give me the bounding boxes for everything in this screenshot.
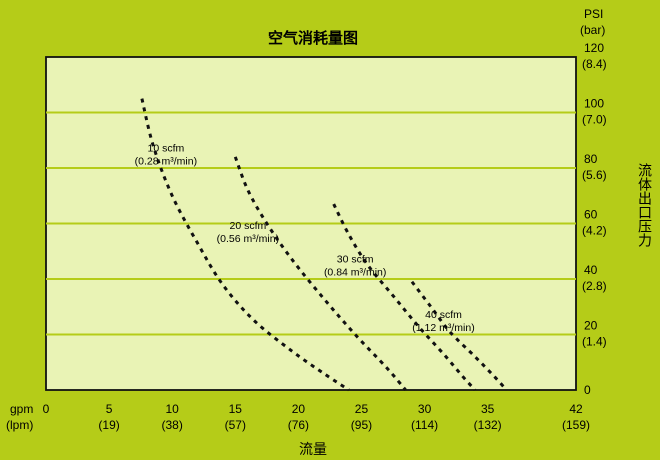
x-tick-label-secondary: (114) <box>411 418 438 432</box>
y-tick-label: 120 <box>584 41 604 55</box>
x-unit-secondary: (lpm) <box>6 418 33 432</box>
x-tick-label: 0 <box>43 402 50 416</box>
chart-title: 空气消耗量图 <box>268 29 358 47</box>
series-line <box>140 98 350 392</box>
y-tick-label: 60 <box>584 208 598 222</box>
series-line <box>233 156 407 391</box>
x-tick-label: 35 <box>481 402 495 416</box>
series-line <box>332 203 477 392</box>
x-tick-label: 15 <box>229 402 243 416</box>
x-axis-ticks: 0 5 (19) 10 (38) 15 (57) 20 (76) 25 (95) 30 (114) 35 (… <box>43 402 590 432</box>
y-unit-primary: PSI <box>584 7 603 21</box>
y-tick-label-secondary: (2.8) <box>582 279 607 293</box>
series-name-label-secondary: (0.28 m³/min) <box>135 155 197 167</box>
y-tick-label: 0 <box>584 383 591 397</box>
x-tick-label: 42 <box>569 402 583 416</box>
series-line <box>410 280 508 392</box>
series-name-label-secondary: (0.56 m³/min) <box>217 233 279 245</box>
y-tick-label-secondary: (4.2) <box>582 224 607 238</box>
x-tick-label-secondary: (57) <box>225 418 246 432</box>
x-unit-primary: gpm <box>10 402 33 416</box>
y-tick-label: 20 <box>584 319 598 333</box>
x-tick-label: 5 <box>106 402 113 416</box>
x-tick-label: 10 <box>166 402 180 416</box>
x-tick-label-secondary: (132) <box>474 418 502 432</box>
y-unit-secondary: (bar) <box>580 23 605 37</box>
series-name-label: 40 scfm <box>425 309 462 321</box>
series-name-label: 10 scfm <box>147 142 184 154</box>
y-tick-label-secondary: (7.0) <box>582 113 607 127</box>
x-tick-label: 30 <box>418 402 432 416</box>
x-axis-title: 流量 <box>299 441 327 457</box>
y-axis-ticks: 0 20 (1.4) 40 (2.8) 60 (4.2) 80 (5.6) 100 (7.0) 120… <box>582 41 607 397</box>
x-tick-label-secondary: (95) <box>351 418 372 432</box>
x-tick-label: 20 <box>292 402 306 416</box>
series-name-label: 20 scfm <box>230 220 267 232</box>
series-name-label-secondary: (0.84 m³/min) <box>324 266 386 278</box>
y-axis-title: 流体出口压力 <box>637 163 653 248</box>
series-name-label-secondary: (1.12 m³/min) <box>412 322 474 334</box>
y-tick-label: 100 <box>584 97 604 111</box>
x-tick-label-secondary: (76) <box>288 418 309 432</box>
series-labels: 10 scfm(0.28 m³/min) 20 scfm(0.56 m³/min)… <box>135 142 475 334</box>
gridlines <box>46 111 576 336</box>
y-tick-label: 40 <box>584 263 598 277</box>
x-tick-label-secondary: (19) <box>98 418 119 432</box>
x-tick-label: 25 <box>355 402 369 416</box>
x-tick-label-secondary: (38) <box>162 418 183 432</box>
y-tick-label-secondary: (8.4) <box>582 57 607 71</box>
x-tick-label-secondary: (159) <box>562 418 590 432</box>
series-name-label: 30 scfm <box>337 253 374 265</box>
series-group <box>140 98 508 392</box>
y-tick-label-secondary: (1.4) <box>582 335 607 349</box>
y-tick-label-secondary: (5.6) <box>582 168 607 182</box>
y-tick-label: 80 <box>584 152 598 166</box>
